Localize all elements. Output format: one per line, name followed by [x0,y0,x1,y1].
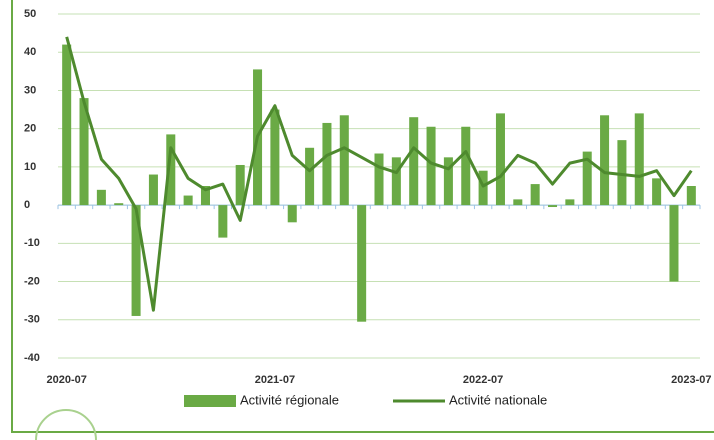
bar [634,113,644,206]
bar [530,184,540,206]
bar [617,140,627,206]
y-tick-label: 20 [24,123,36,135]
bar [79,98,89,206]
bar [114,203,124,206]
bar [582,151,592,206]
bar [669,205,679,282]
x-tick-label: 2020-07 [46,374,86,386]
legend-swatch [184,395,236,407]
y-tick-label: -10 [24,237,40,249]
y-tick-label: 10 [24,161,36,173]
bar [166,134,176,206]
bar [600,115,610,206]
bar [391,157,401,206]
legend-label: Activité nationale [449,392,547,407]
bar [131,205,141,316]
bar [565,199,575,206]
y-tick-label: 40 [24,46,36,58]
y-tick-label: 0 [24,199,30,211]
bar [287,205,297,223]
bar [495,113,505,206]
bar [478,170,488,206]
bar [235,164,245,206]
decoration [35,409,97,440]
bar [374,153,384,206]
bar [357,205,367,322]
legend-label: Activité régionale [240,392,339,407]
bar [62,44,72,206]
bar [305,147,315,206]
bar [548,205,558,208]
x-tick-label: 2021-07 [255,374,295,386]
bar [96,189,106,206]
y-tick-label: 30 [24,84,36,96]
line [65,36,693,312]
x-tick-label: 2022-07 [463,374,503,386]
bar [443,157,453,206]
bar [686,186,696,206]
bar [183,195,193,206]
bar [426,126,436,206]
y-tick-label: -40 [24,352,40,364]
bar [148,174,158,206]
bar [461,126,471,206]
y-tick-label: -30 [24,314,40,326]
bar [513,199,523,206]
bar [322,122,332,206]
bar [218,205,228,238]
bar [652,178,662,206]
bar [409,117,419,206]
bar [200,186,210,206]
x-tick-label: 2023-07 [671,374,711,386]
frame [11,0,714,433]
bar [339,115,349,206]
y-tick-label: 50 [24,8,36,20]
bar [270,109,280,206]
y-tick-label: -20 [24,275,40,287]
